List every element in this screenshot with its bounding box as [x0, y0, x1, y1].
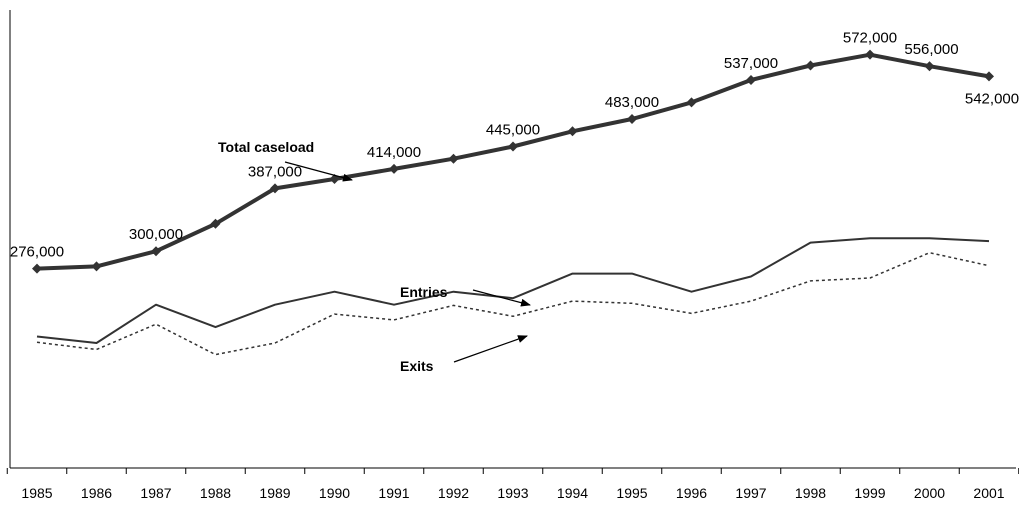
x-tick-label: 1985 [21, 485, 52, 501]
x-tick-label: 1994 [557, 485, 588, 501]
x-tick-label: 1998 [795, 485, 826, 501]
x-tick-label: 1990 [319, 485, 350, 501]
total-caseload-annotation: Total caseload [218, 139, 353, 182]
annotation-arrow [284, 161, 353, 182]
series-line-exits [36, 251, 990, 356]
annotation-label: Exits [400, 358, 434, 374]
entries-annotation: Entries [400, 284, 531, 307]
x-tick-label: 1988 [200, 485, 231, 501]
series-layer [32, 49, 994, 356]
data-point-marker [627, 113, 637, 124]
data-label: 556,000 [904, 41, 958, 58]
annotations: Total caseload Entries Exits [218, 139, 531, 374]
x-tick-label: 1986 [81, 485, 112, 501]
data-label: 542,000 [965, 90, 1019, 107]
data-point-marker [91, 261, 102, 272]
annotation-arrow [472, 289, 531, 307]
data-point-marker [389, 163, 399, 174]
data-label: 537,000 [724, 55, 778, 72]
data-label: 572,000 [843, 30, 897, 47]
data-point-marker [805, 60, 816, 71]
data-label: 387,000 [248, 163, 302, 180]
x-tick-label: 1993 [497, 485, 528, 501]
data-label: 414,000 [367, 144, 421, 161]
x-tick-label: 1999 [854, 485, 885, 501]
annotation-label: Total caseload [218, 139, 314, 155]
x-tick-label: 1987 [140, 485, 171, 501]
data-point-marker [686, 97, 697, 108]
x-tick-label: 2000 [914, 485, 945, 501]
data-point-marker [270, 183, 280, 194]
data-point-marker [151, 246, 161, 257]
x-tick-label: 1997 [735, 485, 766, 501]
data-point-marker [448, 153, 459, 164]
annotation-label: Entries [400, 284, 448, 300]
data-labels: 276,000 300,000 387,000 414,000 445,000 483,0… [10, 30, 1019, 261]
data-point-marker [865, 49, 875, 60]
data-point-marker [924, 61, 935, 72]
x-tick-label: 1989 [259, 485, 290, 501]
exits-annotation: Exits [400, 335, 528, 374]
data-point-marker [508, 141, 518, 152]
annotation-arrow [453, 335, 528, 363]
x-tick-label: 1992 [438, 485, 469, 501]
x-tick-label: 1995 [616, 485, 647, 501]
x-tick-label: 2001 [973, 485, 1004, 501]
data-label: 445,000 [486, 121, 540, 138]
data-point-marker [984, 71, 994, 82]
data-label: 276,000 [10, 244, 64, 261]
x-tick-label: 1996 [676, 485, 707, 501]
x-tick-label: 1991 [378, 485, 409, 501]
data-point-marker [746, 74, 756, 85]
data-label: 300,000 [129, 226, 183, 243]
data-point-marker [32, 263, 42, 274]
axes: 1985 1986 1987 1988 1989 1990 1991 1992 1993 1994… [6, 10, 1019, 501]
data-point-marker [567, 126, 578, 137]
data-point-marker [210, 218, 221, 229]
data-label: 483,000 [605, 94, 659, 111]
series-line-entries [36, 237, 990, 344]
